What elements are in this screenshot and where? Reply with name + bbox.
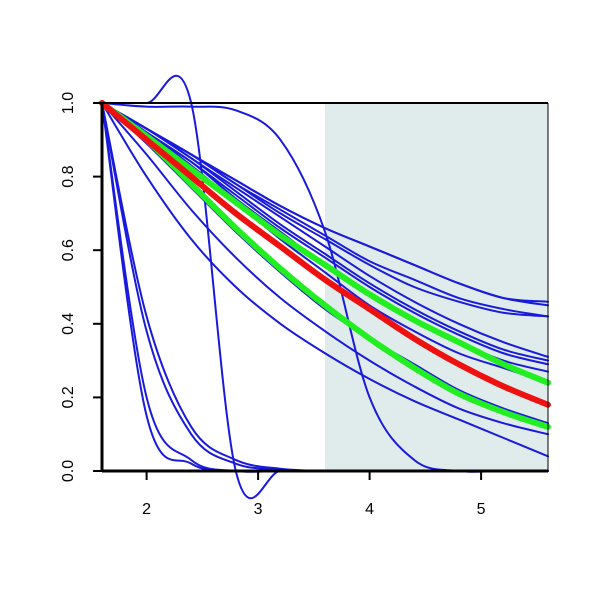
axis-layer: 2 3 4 5 0.0 0.2 0.4 0.6 0.8 1.0 (60, 92, 549, 518)
series-line-12-blue (101, 102, 549, 458)
series-line-4-blue (101, 102, 549, 318)
y-tick-label: 0.6 (60, 239, 77, 261)
series-line-20-green (99, 100, 551, 430)
series-line-21-red (99, 100, 551, 408)
x-tick-label: 2 (142, 501, 151, 518)
series-line-9-blue (101, 102, 549, 384)
y-tick-label: 0.2 (60, 386, 77, 408)
series-line-19-green (99, 100, 551, 386)
y-tick-label: 1.0 (60, 92, 77, 114)
series-line-11-blue (101, 102, 549, 436)
x-tick-label: 5 (477, 501, 486, 518)
series-line-6-blue (101, 102, 549, 362)
y-tick-label: 0.8 (60, 165, 77, 187)
x-tick-label: 4 (365, 501, 374, 518)
y-tick-label: 0.4 (60, 313, 77, 335)
x-tick-label: 3 (254, 501, 263, 518)
y-tick-label: 0.0 (60, 460, 77, 482)
